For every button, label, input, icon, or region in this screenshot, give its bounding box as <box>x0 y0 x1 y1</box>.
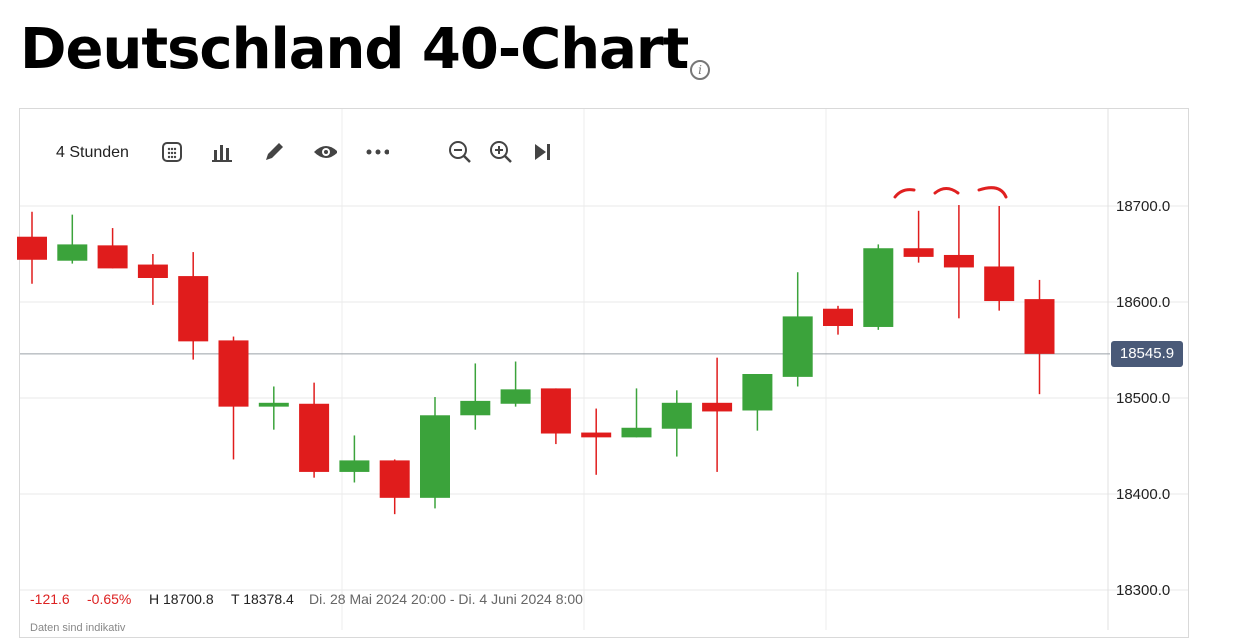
candle-body <box>218 340 249 407</box>
timeframe-selector[interactable]: 4 Stunden <box>56 144 129 161</box>
page-title: Deutschland 40-Chart <box>20 17 689 82</box>
skip-to-end-icon[interactable] <box>530 140 554 164</box>
data-disclaimer: Daten sind indikativ <box>30 622 126 634</box>
y-tick-label: 18500.0 <box>1116 390 1171 407</box>
candle-body <box>702 402 733 412</box>
candle-body <box>500 389 531 404</box>
candle-body <box>823 308 853 326</box>
candle-body <box>57 244 88 261</box>
candle-body <box>782 316 813 377</box>
date-range: Di. 28 Mai 2024 20:00 - Di. 4 Juni 2024 … <box>309 591 583 607</box>
more-icon[interactable] <box>365 140 389 164</box>
candle-body <box>460 400 491 416</box>
current-price-badge: 18545.9 <box>1111 341 1183 367</box>
candle-body <box>621 427 652 438</box>
candle-body <box>339 460 370 472</box>
candle-body <box>661 402 692 429</box>
y-tick-label: 18400.0 <box>1116 486 1171 503</box>
candle-body <box>420 415 450 498</box>
info-icon[interactable]: i <box>690 60 710 80</box>
high-value: H 18700.8 <box>149 591 214 607</box>
candle-body <box>379 460 410 498</box>
candle-body <box>137 264 168 278</box>
change-percent: -0.65% <box>87 591 132 607</box>
candle-body <box>903 248 934 257</box>
candle-body <box>17 236 47 260</box>
pencil-icon[interactable] <box>262 140 286 164</box>
eye-icon[interactable] <box>313 140 337 164</box>
candle-body <box>984 266 1015 302</box>
change-value: -121.6 <box>30 591 70 607</box>
candle-body <box>863 248 894 327</box>
candle-body <box>540 388 571 434</box>
y-tick-label: 18700.0 <box>1116 198 1171 215</box>
low-value: T 18378.4 <box>231 591 294 607</box>
zoom-in-icon[interactable] <box>489 140 513 164</box>
calendar-grid-icon[interactable] <box>160 140 184 164</box>
candle-body <box>943 254 974 268</box>
y-tick-label: 18300.0 <box>1116 582 1171 599</box>
candle-body <box>299 403 330 472</box>
candle-body <box>258 402 289 407</box>
candle-body <box>1024 299 1055 354</box>
zoom-out-icon[interactable] <box>448 140 472 164</box>
candle-body <box>581 432 612 438</box>
candle-body <box>742 374 773 411</box>
bar-chart-icon[interactable] <box>210 140 234 164</box>
candle-body <box>178 276 209 342</box>
y-tick-label: 18600.0 <box>1116 294 1171 311</box>
candle-body <box>97 245 128 269</box>
